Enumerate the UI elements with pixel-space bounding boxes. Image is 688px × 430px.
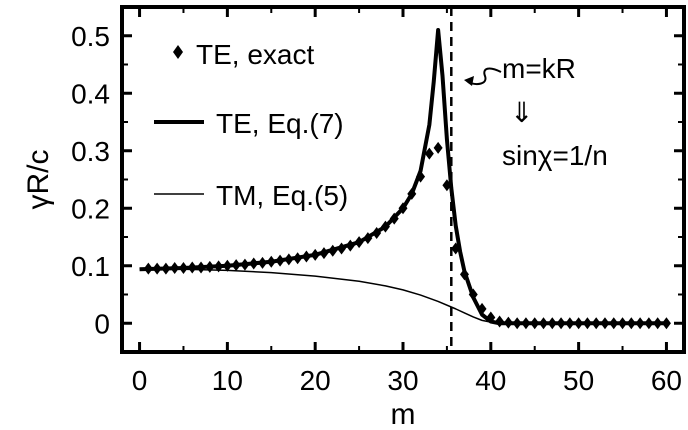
axis-ticks	[122, 6, 684, 352]
legend-label-tm-eq5: TM, Eq.(5)	[216, 180, 348, 211]
legend: TE, exact TE, Eq.(7) TM, Eq.(5)	[154, 39, 348, 211]
annotation-pointer	[467, 67, 502, 85]
te-exact-point	[618, 317, 628, 330]
te-exact-point	[187, 261, 197, 274]
te-exact-point	[556, 317, 566, 330]
x-tick-label: 60	[651, 365, 682, 396]
te-exact-point	[609, 317, 619, 330]
te-exact-point	[547, 317, 557, 330]
x-axis-label: m	[391, 398, 416, 430]
y-tick-label: 0.5	[71, 21, 110, 52]
y-tick-label: 0.2	[71, 193, 110, 224]
te-exact-point	[328, 244, 338, 257]
x-tick-label: 20	[300, 365, 331, 396]
te-exact-point	[214, 260, 224, 273]
legend-marker-te-exact	[173, 45, 183, 59]
annotation-arrowhead	[464, 76, 474, 86]
te-exact-point	[512, 317, 522, 330]
te-exact-point	[503, 316, 513, 329]
te-exact-point	[407, 187, 417, 200]
te-exact-point	[591, 317, 601, 330]
x-tick-label: 10	[212, 365, 243, 396]
legend-label-te-eq7: TE, Eq.(7)	[216, 108, 344, 139]
te-exact-point	[284, 253, 294, 266]
te-exact-point	[222, 259, 232, 272]
y-tick-label: 0.3	[71, 136, 110, 167]
te-exact-point	[275, 254, 285, 267]
te-exact-point	[530, 317, 540, 330]
te-exact-point	[363, 232, 373, 245]
y-tick-label: 0.1	[71, 251, 110, 282]
y-axis-label: γR/c	[22, 150, 55, 210]
te-exact-point	[310, 248, 320, 261]
te-exact-point	[337, 242, 347, 255]
x-tick-label: 0	[132, 365, 148, 396]
te-exact-point	[574, 317, 584, 330]
te-exact-point	[389, 212, 399, 225]
te-exact-point	[178, 262, 188, 275]
te-exact-point	[152, 262, 162, 275]
te-exact-point	[266, 255, 276, 268]
y-tick-label: 0	[94, 308, 110, 339]
te-exact-point	[161, 262, 171, 275]
te-exact-point	[477, 302, 487, 315]
te-exact-point	[495, 315, 505, 328]
y-tick-label: 0.4	[71, 78, 110, 109]
te-exact-point	[442, 179, 452, 192]
te-exact-point	[354, 236, 364, 249]
te-exact-point	[301, 250, 311, 263]
annotation: m=kR ⇓ sinχ=1/n	[464, 53, 608, 171]
te-exact-point	[433, 141, 443, 154]
axis-tick-labels: 0 10 20 30 40 50 60 0 0.1 0.2 0.3 0.4 0.5	[71, 21, 682, 396]
x-tick-label: 40	[475, 365, 506, 396]
te-exact-point	[293, 252, 303, 265]
te-exact-point	[398, 202, 408, 215]
te-exact-point	[565, 317, 575, 330]
annotation-sin-chi: sinχ=1/n	[502, 140, 608, 171]
te-exact-point	[345, 239, 355, 252]
te-exact-point	[249, 257, 259, 270]
annotation-m-equals-kr: m=kR	[502, 53, 576, 84]
te-exact-point	[319, 247, 329, 260]
te-exact-point	[143, 262, 153, 275]
te-exact-point	[205, 260, 215, 273]
annotation-implies-arrow: ⇓	[510, 97, 533, 128]
te-exact-point	[372, 226, 382, 239]
te-exact-point	[196, 261, 206, 274]
legend-label-te-exact: TE, exact	[196, 39, 314, 70]
x-tick-label: 30	[387, 365, 418, 396]
te-exact-point	[521, 317, 531, 330]
te-exact-point	[416, 170, 426, 183]
te-exact-point	[231, 259, 241, 272]
te-exact-point	[644, 317, 654, 330]
x-tick-label: 50	[563, 365, 594, 396]
te-exact-point	[380, 220, 390, 233]
te-exact-point	[635, 317, 645, 330]
te-exact-point	[424, 147, 434, 160]
plot-area	[139, 7, 671, 352]
te-exact-point	[539, 317, 548, 330]
te-exact-point	[582, 317, 592, 330]
te-exact-point	[486, 311, 496, 324]
te-exact-point	[459, 268, 469, 281]
te-exact-point	[661, 317, 671, 330]
te-exact-point	[451, 242, 461, 255]
te-exact-point	[240, 258, 250, 271]
te-exact-point	[626, 317, 636, 330]
te-exact-point	[600, 317, 610, 330]
te-exact-point	[653, 317, 663, 330]
te-exact-point	[258, 256, 267, 269]
te-exact-point	[468, 288, 478, 301]
te-exact-point	[170, 262, 180, 275]
